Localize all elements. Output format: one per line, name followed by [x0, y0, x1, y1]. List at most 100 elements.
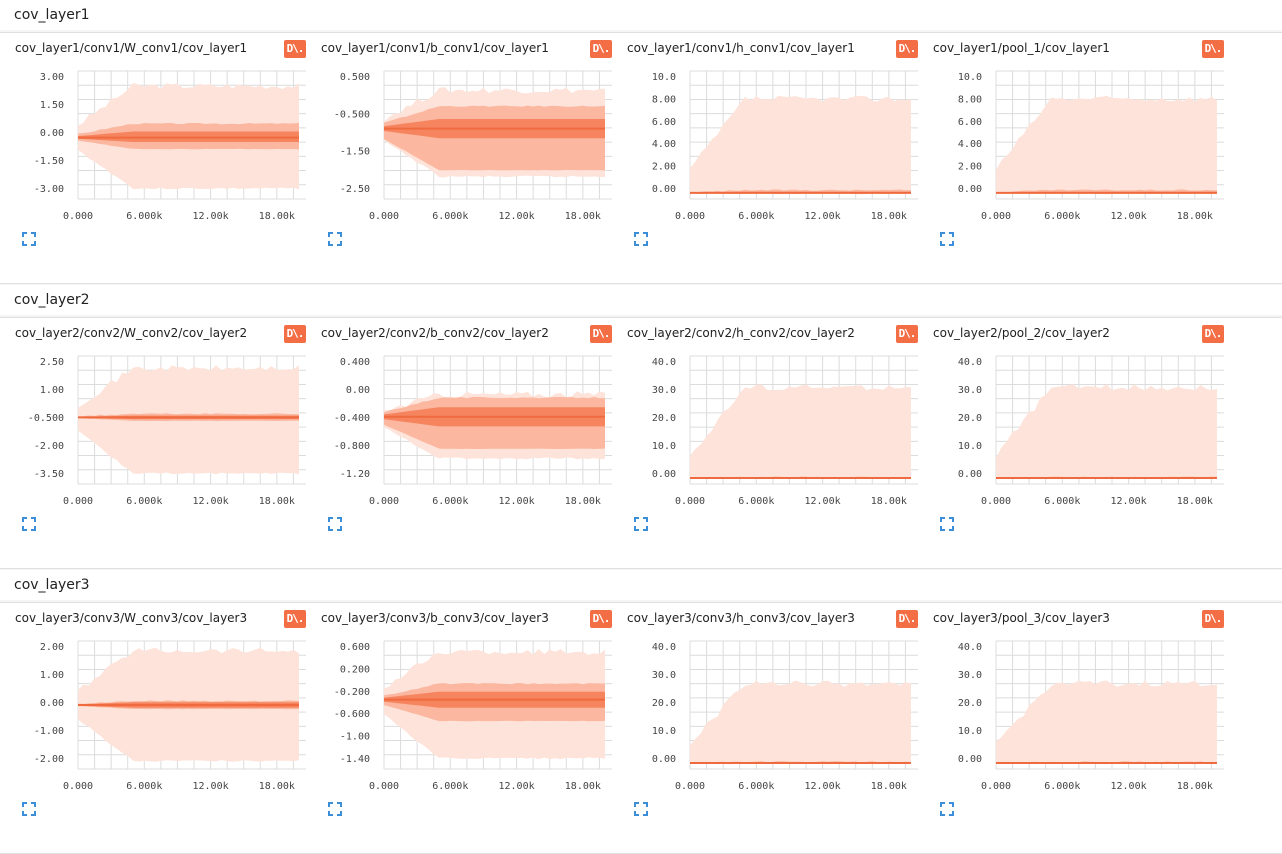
histogram-chart[interactable]: 0.400 0.00 -0.400 -0.800 -1.20 0.000 6.000k 12.… [306, 346, 612, 526]
histogram-chart[interactable]: 2.00 1.00 0.00 -1.00 -2.00 0.000 6.000k 12.00k 1… [0, 631, 306, 811]
expand-icon[interactable] [328, 517, 342, 531]
y-tick-label: 3.00 [40, 72, 64, 83]
x-tick-label: 12.00k [1111, 496, 1147, 507]
x-tick-label: 6.000k [738, 781, 774, 792]
x-tick-label: 12.00k [499, 781, 535, 792]
y-tick-label: 40.0 [652, 642, 676, 653]
chart-card: cov_layer1/pool_1/cov_layer1 D\. 10.0 8.00 6… [918, 33, 1224, 283]
x-tick-label: 6.000k [432, 496, 468, 507]
expand-icon[interactable] [22, 517, 36, 531]
x-tick-label: 18.00k [259, 781, 295, 792]
download-button[interactable]: D\. [896, 40, 918, 58]
histogram-chart[interactable]: 2.50 1.00 -0.500 -2.00 -3.50 0.000 6.000k 12.00… [0, 346, 306, 526]
y-tick-label: -2.50 [340, 184, 370, 195]
y-tick-label: 0.200 [340, 664, 370, 675]
y-tick-label: -1.00 [340, 732, 370, 743]
chart-title: cov_layer2/conv2/W_conv2/cov_layer2 [15, 326, 248, 340]
y-tick-label: 0.00 [958, 754, 982, 765]
expand-icon[interactable] [22, 232, 36, 246]
y-tick-label: 2.00 [958, 162, 982, 173]
chart-title: cov_layer2/conv2/h_conv2/cov_layer2 [627, 326, 855, 340]
histogram-chart[interactable]: 10.0 8.00 6.00 4.00 2.00 0.00 0.000 6.000k 12.00… [612, 61, 918, 241]
x-tick-label: 18.00k [1177, 781, 1213, 792]
chart-title: cov_layer3/pool_3/cov_layer3 [933, 611, 1110, 625]
download-button[interactable]: D\. [1202, 610, 1224, 628]
section-panel: cov_layer3/conv3/W_conv3/cov_layer3 D\. 2.… [0, 602, 1282, 854]
section-title[interactable]: cov_layer3 [0, 570, 1282, 600]
download-button[interactable]: D\. [590, 325, 612, 343]
y-tick-label: -3.50 [34, 469, 64, 480]
expand-icon[interactable] [328, 232, 342, 246]
y-tick-label: 10.0 [652, 726, 676, 737]
y-tick-label: 0.00 [652, 469, 676, 480]
y-tick-label: -1.20 [340, 469, 370, 480]
x-tick-label: 6.000k [126, 496, 162, 507]
y-tick-label: 10.0 [958, 72, 982, 83]
expand-icon[interactable] [328, 802, 342, 816]
y-tick-label: -1.00 [34, 726, 64, 737]
expand-icon[interactable] [940, 802, 954, 816]
y-tick-label: 8.00 [652, 94, 676, 105]
chart-card: cov_layer2/conv2/h_conv2/cov_layer2 D\. 40… [612, 318, 918, 568]
x-tick-label: 6.000k [126, 781, 162, 792]
download-data-icon: D\. [898, 612, 917, 625]
y-tick-label: -0.600 [334, 709, 370, 720]
x-tick-label: 0.000 [369, 496, 399, 507]
download-data-icon: D\. [1204, 612, 1223, 625]
y-tick-label: -1.50 [340, 147, 370, 158]
x-tick-label: 0.000 [63, 211, 93, 222]
expand-icon[interactable] [634, 232, 648, 246]
y-tick-label: 0.00 [958, 469, 982, 480]
chart-card: cov_layer3/conv3/b_conv3/cov_layer3 D\. 0.… [306, 603, 612, 853]
expand-icon[interactable] [22, 802, 36, 816]
download-button[interactable]: D\. [1202, 325, 1224, 343]
histogram-chart[interactable]: 0.600 0.200 -0.200 -0.600 -1.00 -1.40 0.000 6.0… [306, 631, 612, 811]
y-tick-label: 0.00 [40, 698, 64, 709]
download-data-icon: D\. [592, 327, 611, 340]
y-tick-label: 10.0 [652, 72, 676, 83]
download-button[interactable]: D\. [590, 610, 612, 628]
band-outer [690, 95, 911, 195]
download-button[interactable]: D\. [590, 40, 612, 58]
x-tick-label: 0.000 [675, 781, 705, 792]
y-tick-label: 6.00 [652, 117, 676, 128]
histogram-chart[interactable]: 40.0 30.0 20.0 10.0 0.00 0.000 6.000k 12.00k 18.… [918, 346, 1224, 526]
y-tick-label: 1.50 [40, 100, 64, 111]
download-button[interactable]: D\. [284, 40, 306, 58]
download-button[interactable]: D\. [896, 325, 918, 343]
y-tick-label: -0.800 [334, 441, 370, 452]
histogram-chart[interactable]: 40.0 30.0 20.0 10.0 0.00 0.000 6.000k 12.00k 18.… [612, 346, 918, 526]
download-button[interactable]: D\. [284, 325, 306, 343]
histogram-chart[interactable]: 0.500 -0.500 -1.50 -2.50 0.000 6.000k 12.00k 18… [306, 61, 612, 241]
download-button[interactable]: D\. [284, 610, 306, 628]
expand-icon[interactable] [940, 517, 954, 531]
section-title[interactable]: cov_layer1 [0, 0, 1282, 30]
x-tick-label: 18.00k [871, 496, 907, 507]
y-tick-label: 4.00 [652, 139, 676, 150]
expand-icon[interactable] [634, 802, 648, 816]
histogram-chart[interactable]: 40.0 30.0 20.0 10.0 0.00 0.000 6.000k 12.00k 18.… [918, 631, 1224, 811]
chart-card: cov_layer2/conv2/W_conv2/cov_layer2 D\. 2.… [0, 318, 306, 568]
x-tick-label: 6.000k [1044, 496, 1080, 507]
x-tick-label: 0.000 [369, 781, 399, 792]
x-tick-label: 18.00k [565, 496, 601, 507]
download-button[interactable]: D\. [1202, 40, 1224, 58]
expand-icon[interactable] [634, 517, 648, 531]
chart-title: cov_layer3/conv3/b_conv3/cov_layer3 [321, 611, 549, 625]
download-button[interactable]: D\. [896, 610, 918, 628]
histogram-chart[interactable]: 40.0 30.0 20.0 10.0 0.00 0.000 6.000k 12.00k 18.… [612, 631, 918, 811]
x-tick-label: 12.00k [499, 211, 535, 222]
chart-card: cov_layer3/pool_3/cov_layer3 D\. 40.0 30.0 2… [918, 603, 1224, 853]
expand-icon[interactable] [940, 232, 954, 246]
download-data-icon: D\. [898, 42, 917, 55]
chart-card: cov_layer1/conv1/W_conv1/cov_layer1 D\. 3.… [0, 33, 306, 283]
y-tick-label: 0.00 [652, 184, 676, 195]
histogram-chart[interactable]: 3.00 1.50 0.00 -1.50 -3.00 0.000 6.000k 12.00k 1… [0, 61, 306, 241]
download-data-icon: D\. [898, 327, 917, 340]
section-title[interactable]: cov_layer2 [0, 285, 1282, 315]
y-tick-label: 0.600 [340, 642, 370, 653]
y-tick-label: 40.0 [958, 642, 982, 653]
chart-title: cov_layer1/pool_1/cov_layer1 [933, 41, 1110, 55]
histogram-chart[interactable]: 10.0 8.00 6.00 4.00 2.00 0.00 0.000 6.000k 12.00… [918, 61, 1224, 241]
x-tick-label: 18.00k [871, 211, 907, 222]
